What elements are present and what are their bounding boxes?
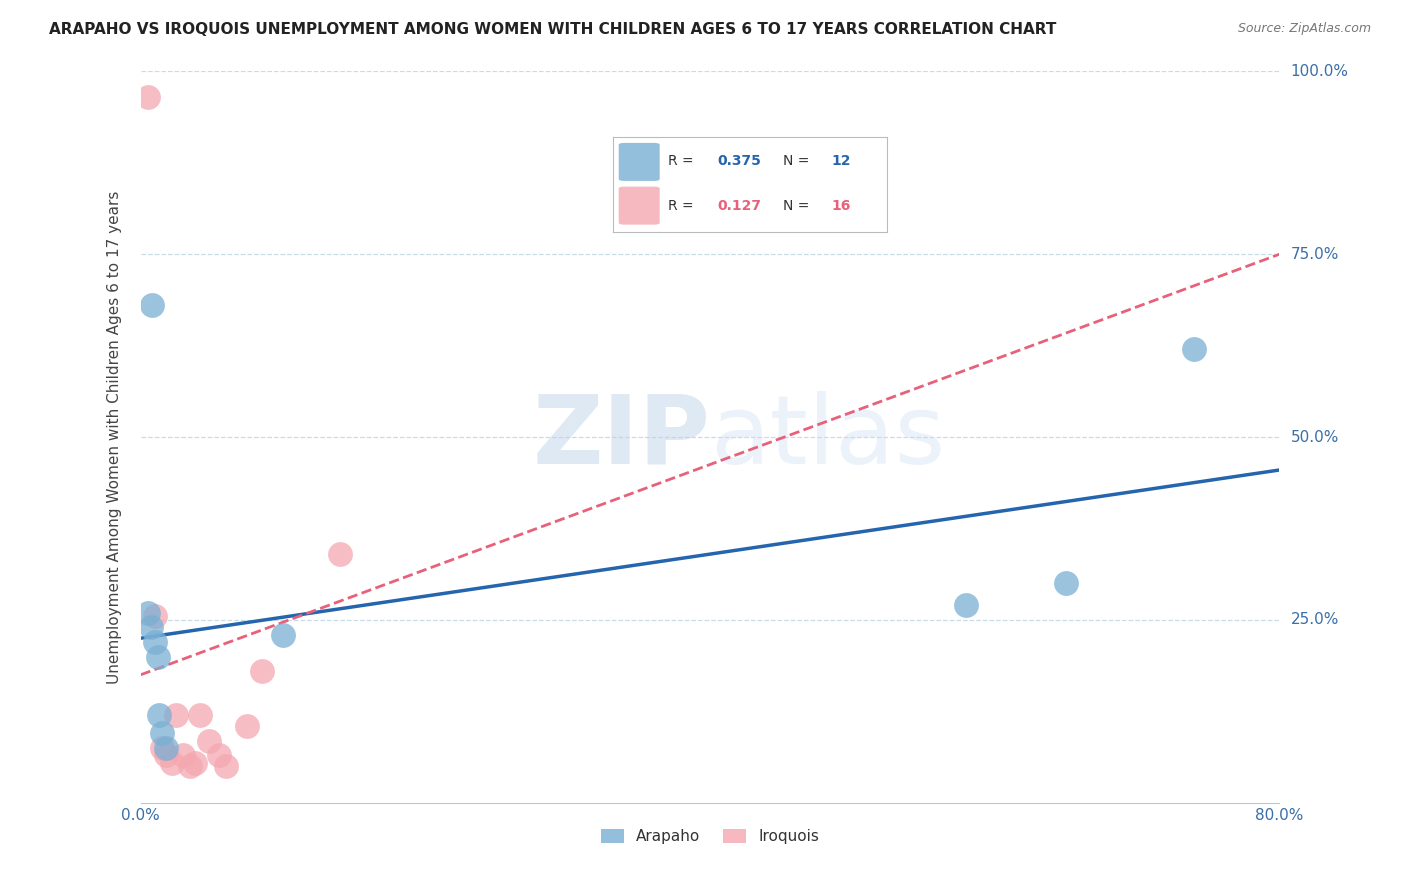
Point — [179, 759, 201, 773]
Point — [136, 90, 159, 104]
Point — [208, 748, 231, 763]
Point — [139, 620, 162, 634]
Point — [955, 599, 977, 613]
Point — [183, 756, 205, 770]
Text: 25.0%: 25.0% — [1291, 613, 1339, 627]
Point — [165, 708, 187, 723]
Point — [1182, 343, 1205, 357]
Point — [150, 726, 173, 740]
Y-axis label: Unemployment Among Women with Children Ages 6 to 17 years: Unemployment Among Women with Children A… — [107, 190, 122, 684]
Legend: Arapaho, Iroquois: Arapaho, Iroquois — [595, 822, 825, 850]
Text: ZIP: ZIP — [531, 391, 710, 483]
Text: 50.0%: 50.0% — [1291, 430, 1339, 444]
Point — [236, 719, 259, 733]
Text: 75.0%: 75.0% — [1291, 247, 1339, 261]
Point — [329, 547, 352, 561]
Point — [148, 708, 170, 723]
Text: 100.0%: 100.0% — [1291, 64, 1348, 78]
Point — [143, 609, 166, 624]
Point — [136, 606, 159, 620]
Text: atlas: atlas — [710, 391, 945, 483]
Point — [172, 748, 194, 763]
Point — [215, 759, 238, 773]
Point — [198, 733, 221, 747]
Point — [150, 740, 173, 755]
Point — [271, 627, 294, 641]
Point — [190, 708, 212, 723]
Point — [143, 635, 166, 649]
Point — [141, 298, 163, 312]
Point — [155, 740, 177, 755]
Point — [250, 664, 273, 678]
Text: Source: ZipAtlas.com: Source: ZipAtlas.com — [1237, 22, 1371, 36]
Text: ARAPAHO VS IROQUOIS UNEMPLOYMENT AMONG WOMEN WITH CHILDREN AGES 6 TO 17 YEARS CO: ARAPAHO VS IROQUOIS UNEMPLOYMENT AMONG W… — [49, 22, 1056, 37]
Point — [155, 748, 177, 763]
Point — [160, 756, 183, 770]
Point — [146, 649, 169, 664]
Point — [1054, 576, 1077, 591]
